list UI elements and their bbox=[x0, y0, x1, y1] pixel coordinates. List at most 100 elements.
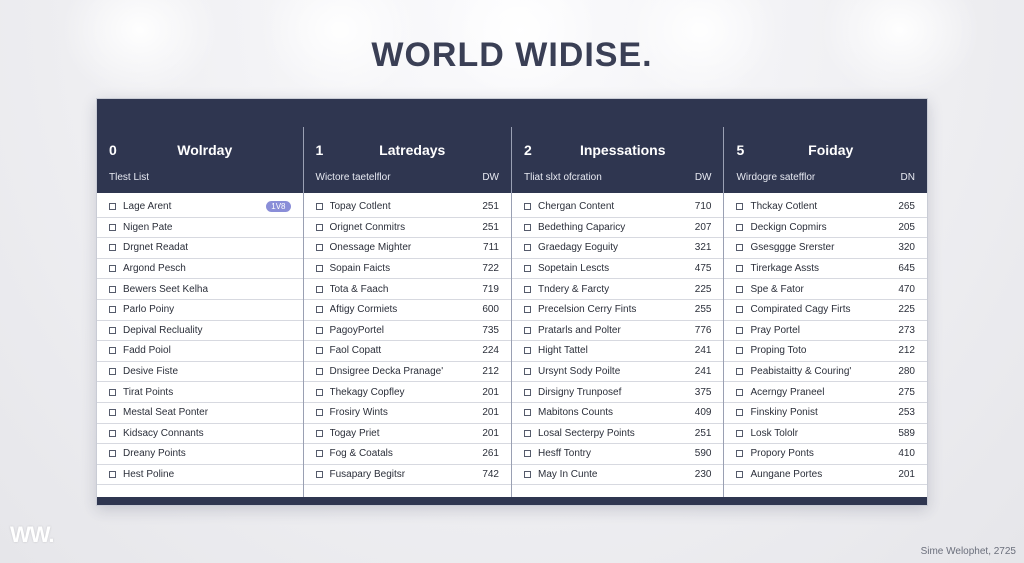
list-item[interactable]: Hesff Tontry 590 bbox=[512, 444, 724, 465]
checkbox[interactable] bbox=[736, 429, 744, 437]
list-item[interactable]: Precelsion Cerry Fints 255 bbox=[512, 300, 724, 321]
checkbox[interactable] bbox=[109, 306, 116, 314]
checkbox[interactable] bbox=[524, 326, 531, 334]
checkbox[interactable] bbox=[736, 285, 744, 293]
list-item[interactable]: Deckign Copmirs 205 bbox=[724, 218, 927, 239]
list-item[interactable]: Aungane Portes 201 bbox=[724, 465, 927, 486]
checkbox[interactable] bbox=[524, 450, 531, 458]
list-item[interactable]: Fadd Poiol bbox=[97, 341, 303, 362]
list-item[interactable]: Desive Fiste bbox=[97, 362, 303, 383]
checkbox[interactable] bbox=[315, 306, 323, 314]
list-item[interactable]: Bewers Seet Kelha bbox=[97, 279, 303, 300]
list-item[interactable]: Tota & Faach 719 bbox=[303, 279, 511, 300]
list-item[interactable]: Sopain Faicts 722 bbox=[303, 259, 511, 280]
list-item[interactable]: Drgnet Readat bbox=[97, 238, 303, 259]
list-item[interactable]: Ursynt Sody Poilte 241 bbox=[512, 362, 724, 383]
checkbox[interactable] bbox=[524, 203, 531, 211]
list-item[interactable]: Pray Portel 273 bbox=[724, 321, 927, 342]
checkbox[interactable] bbox=[736, 347, 744, 355]
list-item[interactable]: Faol Copatt 224 bbox=[303, 341, 511, 362]
list-item[interactable]: Depival Recluality bbox=[97, 321, 303, 342]
checkbox[interactable] bbox=[736, 326, 744, 334]
checkbox[interactable] bbox=[524, 306, 531, 314]
checkbox[interactable] bbox=[524, 244, 531, 252]
list-item[interactable]: Frosiry Wints 201 bbox=[303, 403, 511, 424]
list-item[interactable]: Pratarls and Polter 776 bbox=[512, 321, 724, 342]
checkbox[interactable] bbox=[109, 471, 116, 479]
checkbox[interactable] bbox=[109, 285, 116, 293]
list-item[interactable]: Finskiny Ponist 253 bbox=[724, 403, 927, 424]
list-item[interactable]: Mestal Seat Ponter bbox=[97, 403, 303, 424]
list-item[interactable]: Sopetain Lescts 475 bbox=[512, 259, 724, 280]
checkbox[interactable] bbox=[315, 450, 323, 458]
checkbox[interactable] bbox=[109, 326, 116, 334]
list-item[interactable]: Tndery & Farcty 225 bbox=[512, 279, 724, 300]
checkbox[interactable] bbox=[736, 223, 744, 231]
checkbox[interactable] bbox=[109, 347, 116, 355]
list-item[interactable]: Dreany Points bbox=[97, 444, 303, 465]
checkbox[interactable] bbox=[315, 285, 323, 293]
list-item[interactable]: Tirat Points bbox=[97, 382, 303, 403]
list-item[interactable]: Spe & Fator 470 bbox=[724, 279, 927, 300]
checkbox[interactable] bbox=[109, 388, 116, 396]
list-item[interactable]: Dnsigree Decka Pranage' 212 bbox=[303, 362, 511, 383]
list-item[interactable]: Acerngy Praneel 275 bbox=[724, 382, 927, 403]
list-item[interactable]: Hest Poline bbox=[97, 465, 303, 486]
list-item[interactable]: Compirated Cagy Firts 225 bbox=[724, 300, 927, 321]
checkbox[interactable] bbox=[109, 203, 116, 211]
checkbox[interactable] bbox=[315, 326, 323, 334]
list-item[interactable]: Chergan Content 710 bbox=[512, 197, 724, 218]
checkbox[interactable] bbox=[315, 265, 323, 273]
checkbox[interactable] bbox=[524, 223, 531, 231]
list-item[interactable]: Losal Secterpy Points 251 bbox=[512, 424, 724, 445]
list-item[interactable]: Hight Tattel 241 bbox=[512, 341, 724, 362]
list-item[interactable]: Thckay Cotlent 265 bbox=[724, 197, 927, 218]
list-item[interactable]: May In Cunte 230 bbox=[512, 465, 724, 486]
list-item[interactable]: Losk Tololr 589 bbox=[724, 424, 927, 445]
list-item[interactable]: Aftigy Cormiets 600 bbox=[303, 300, 511, 321]
list-item[interactable]: Dirsigny Trunposef 375 bbox=[512, 382, 724, 403]
checkbox[interactable] bbox=[315, 347, 323, 355]
list-item[interactable]: Parlo Poiny bbox=[97, 300, 303, 321]
list-item[interactable]: Mabitons Counts 409 bbox=[512, 403, 724, 424]
list-item[interactable]: Tirerkage Assts 645 bbox=[724, 259, 927, 280]
list-item[interactable]: Orignet Conmitrs 251 bbox=[303, 218, 511, 239]
checkbox[interactable] bbox=[524, 368, 531, 376]
checkbox[interactable] bbox=[524, 388, 531, 396]
list-item[interactable]: Kidsacy Connants bbox=[97, 424, 303, 445]
checkbox[interactable] bbox=[736, 471, 744, 479]
checkbox[interactable] bbox=[736, 306, 744, 314]
checkbox[interactable] bbox=[315, 368, 323, 376]
checkbox[interactable] bbox=[736, 203, 744, 211]
checkbox[interactable] bbox=[109, 265, 116, 273]
checkbox[interactable] bbox=[315, 388, 323, 396]
list-item[interactable]: Thekagy Copfley 201 bbox=[303, 382, 511, 403]
checkbox[interactable] bbox=[315, 409, 323, 417]
checkbox[interactable] bbox=[315, 223, 323, 231]
checkbox[interactable] bbox=[524, 285, 531, 293]
checkbox[interactable] bbox=[736, 368, 744, 376]
checkbox[interactable] bbox=[524, 429, 531, 437]
list-item[interactable]: Graedagy Eoguity 321 bbox=[512, 238, 724, 259]
list-item[interactable]: Argond Pesch bbox=[97, 259, 303, 280]
list-item[interactable]: Propory Ponts 410 bbox=[724, 444, 927, 465]
checkbox[interactable] bbox=[736, 409, 744, 417]
checkbox[interactable] bbox=[109, 409, 116, 417]
list-item[interactable]: Fog & Coatals 261 bbox=[303, 444, 511, 465]
checkbox[interactable] bbox=[315, 429, 323, 437]
checkbox[interactable] bbox=[109, 429, 116, 437]
checkbox[interactable] bbox=[109, 244, 116, 252]
checkbox[interactable] bbox=[524, 265, 531, 273]
checkbox[interactable] bbox=[524, 347, 531, 355]
checkbox[interactable] bbox=[315, 203, 323, 211]
list-item[interactable]: Peabistaitty & Couring' 280 bbox=[724, 362, 927, 383]
checkbox[interactable] bbox=[315, 244, 323, 252]
checkbox[interactable] bbox=[524, 471, 531, 479]
checkbox[interactable] bbox=[736, 388, 744, 396]
list-item[interactable]: Topay Cotlent 251 bbox=[303, 197, 511, 218]
list-item[interactable]: Onessage Mighter 711 bbox=[303, 238, 511, 259]
list-item[interactable]: Fusapary Begitsr 742 bbox=[303, 465, 511, 486]
checkbox[interactable] bbox=[315, 471, 323, 479]
checkbox[interactable] bbox=[109, 450, 116, 458]
list-item[interactable]: PagoyPortel 735 bbox=[303, 321, 511, 342]
